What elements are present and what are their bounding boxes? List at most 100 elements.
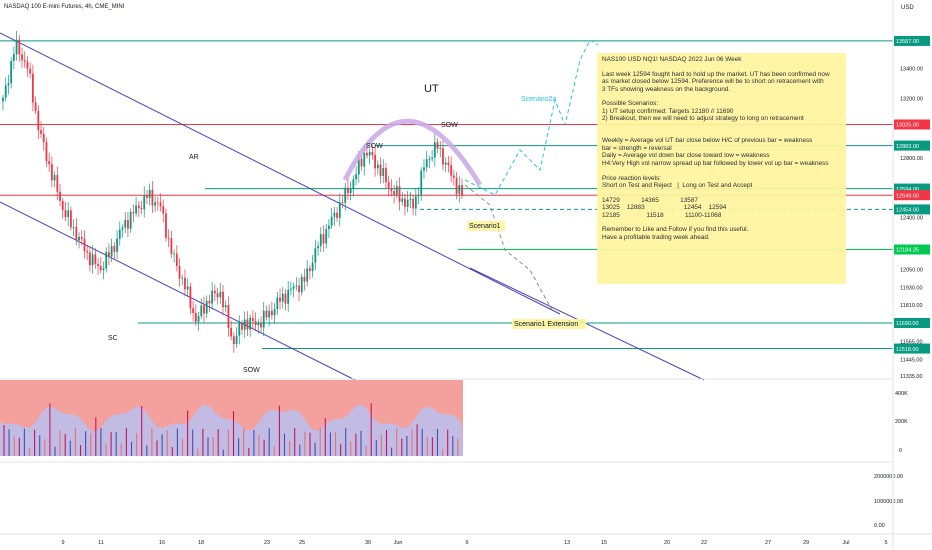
candle-body <box>118 229 121 239</box>
candle-body <box>319 234 322 246</box>
candle-body <box>156 202 159 204</box>
candle-body <box>352 179 355 189</box>
channel-mid-line <box>469 267 705 381</box>
level-label: 13587.00 <box>896 39 919 45</box>
candle-body <box>431 157 434 160</box>
candle-body <box>379 164 382 177</box>
candle-body <box>48 161 51 165</box>
candle-body <box>165 213 167 238</box>
candle-body <box>309 268 311 272</box>
price-tick-label: 13400.00 <box>900 67 923 73</box>
candle-body <box>412 198 415 209</box>
x-tick-label: 13 <box>564 540 570 546</box>
candle-body <box>110 246 113 257</box>
candle-body <box>292 286 295 289</box>
candle-body <box>80 236 83 239</box>
candle-body <box>10 60 13 84</box>
price-tick-label: 12400.00 <box>900 215 923 221</box>
candle-body <box>192 308 195 314</box>
level-tag <box>894 183 930 194</box>
candle-body <box>97 263 99 267</box>
candle-body <box>401 198 404 202</box>
candle-body <box>376 164 379 169</box>
annotation-label: SC <box>108 335 118 342</box>
level-label: 12549.50 <box>896 193 919 199</box>
candlesticks <box>2 31 463 353</box>
candle-body <box>276 297 279 310</box>
candle-body <box>436 142 439 149</box>
candle-body <box>159 202 162 207</box>
level-tag <box>894 244 930 255</box>
candle-body <box>42 133 45 143</box>
annotation-label: SOW <box>366 143 383 150</box>
candle-body <box>336 212 338 218</box>
candle-body <box>265 310 268 318</box>
level-label: 11518.00 <box>896 347 919 353</box>
candle-body <box>314 248 317 263</box>
candle-body <box>216 293 219 298</box>
channel-lower-line <box>0 201 356 381</box>
candle-body <box>246 319 249 330</box>
x-tick-label: 5 <box>884 540 887 546</box>
candle-body <box>148 189 151 198</box>
level-tag <box>894 140 930 151</box>
x-tick-label: 22 <box>701 540 707 546</box>
candle-body <box>450 165 453 176</box>
price-tick-label: 11810.00 <box>900 303 923 309</box>
currency-label: USD <box>901 5 914 11</box>
level-label: 11690.00 <box>896 321 919 327</box>
x-tick-label: 16 <box>159 540 165 546</box>
level-tag <box>894 35 930 46</box>
candle-body <box>279 297 281 302</box>
candle-body <box>45 142 48 162</box>
candle-body <box>40 130 42 134</box>
candle-body <box>173 253 176 255</box>
candle-body <box>455 177 458 194</box>
candle-body <box>21 54 23 61</box>
candle-body <box>311 262 314 272</box>
level-label: 13025.00 <box>896 123 919 129</box>
price-tick-label: 13200.00 <box>900 96 923 102</box>
candle-body <box>64 210 67 218</box>
candle-body <box>447 162 450 166</box>
candle-body <box>113 246 116 252</box>
candle-body <box>59 191 61 201</box>
candle-body <box>458 185 461 194</box>
candle-body <box>23 60 26 62</box>
descending-channel <box>0 32 705 381</box>
candle-body <box>385 168 387 183</box>
candle-body <box>398 186 401 202</box>
candle-body <box>355 174 357 180</box>
candle-body <box>366 152 368 156</box>
scenario-paths <box>464 39 599 311</box>
candle-body <box>330 216 333 226</box>
candle-body <box>102 268 105 271</box>
candle-body <box>15 39 18 54</box>
candle-body <box>31 73 34 103</box>
volume-tick-label: 200K <box>895 419 908 425</box>
candle-body <box>203 305 205 314</box>
candle-body <box>56 175 59 192</box>
candle-body <box>382 168 385 177</box>
price-tick-label: 12050.00 <box>900 267 923 273</box>
candle-body <box>129 212 132 229</box>
candle-body <box>222 291 224 308</box>
candle-body <box>254 321 257 326</box>
candle-body <box>371 152 374 155</box>
x-tick-label: 9 <box>61 540 64 546</box>
candle-body <box>238 323 241 336</box>
candle-body <box>303 276 306 282</box>
candle-body <box>135 205 137 214</box>
candle-body <box>175 253 178 267</box>
candle-body <box>230 328 233 337</box>
candle-body <box>390 188 393 192</box>
candle-body <box>423 167 425 171</box>
level-label: 12184.25 <box>896 248 919 254</box>
candle-body <box>75 226 78 241</box>
candle-body <box>34 102 37 111</box>
x-tick-label: 11 <box>98 540 104 546</box>
candle-body <box>322 234 325 244</box>
x-tick-label: 6 <box>465 540 468 546</box>
